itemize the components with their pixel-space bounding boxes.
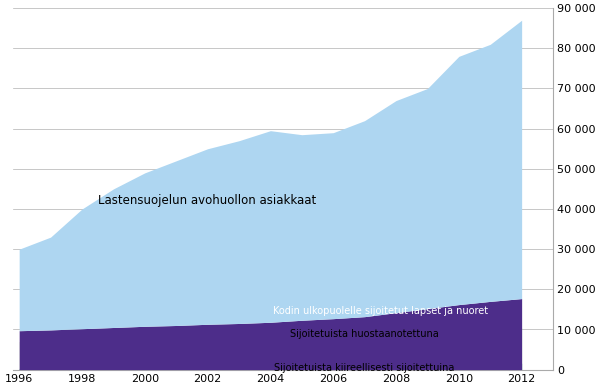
Text: Lastensuojelun avohuollon asiakkaat: Lastensuojelun avohuollon asiakkaat [98, 194, 317, 208]
Text: Sijoitetuista huostaanotettuna: Sijoitetuista huostaanotettuna [290, 329, 439, 340]
Text: Sijoitetuista kiireellisesti sijoitettuina: Sijoitetuista kiireellisesti sijoitettui… [274, 363, 455, 372]
Text: Kodin ulkopuolelle sijoitetut lapset ja nuoret: Kodin ulkopuolelle sijoitetut lapset ja … [273, 307, 488, 317]
